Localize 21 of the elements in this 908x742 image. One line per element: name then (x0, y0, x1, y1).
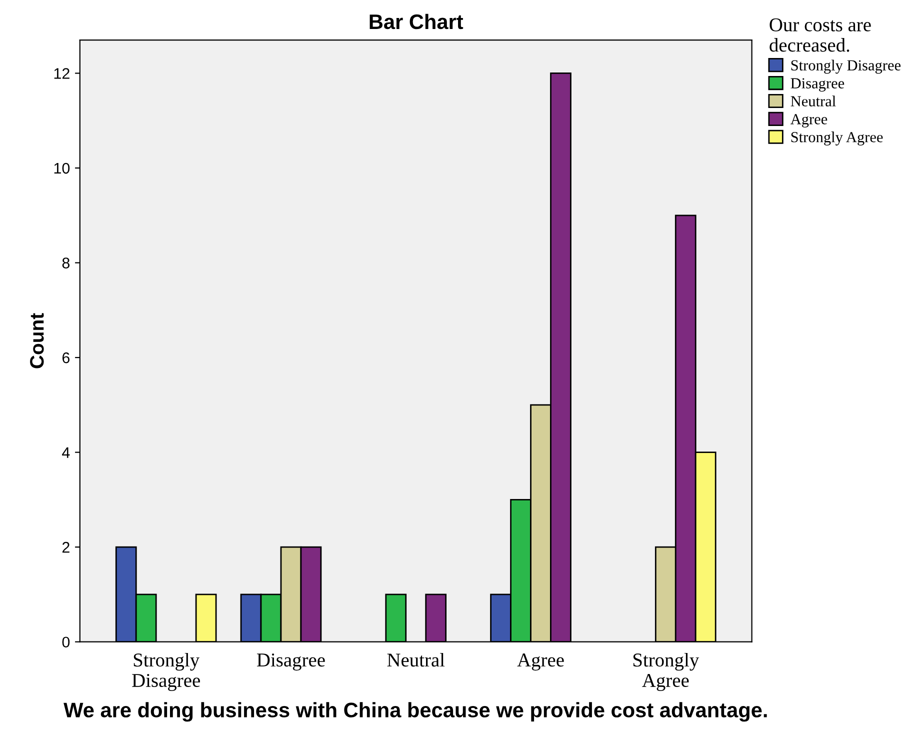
x-tick-label: Strongly Disagree (132, 652, 200, 692)
x-tick-label: Neutral (387, 652, 445, 667)
y-tick-label: 10 (54, 162, 70, 174)
legend-label: Neutral (790, 96, 836, 106)
x-tick-label: Agree (517, 654, 564, 671)
y-tick-label: 4 (62, 447, 70, 458)
y-tick-label: 6 (62, 352, 70, 364)
y-tick-label: 12 (54, 68, 70, 79)
x-axis-title: We are doing business with China because we provide cost advantage. (64, 702, 767, 722)
legend-title: Our costs are decreased. (770, 18, 871, 52)
x-tick-label: Strongly Agree (633, 652, 700, 692)
chart-title: Bar Chart (370, 14, 464, 30)
y-tick-label: 2 (62, 542, 70, 553)
y-tick-label: 0 (62, 636, 70, 648)
y-tick-label: 8 (62, 258, 70, 268)
y-axis-title: Count (30, 313, 44, 368)
legend-label: Strongly Agree (791, 132, 883, 146)
legend-label: Strongly Disagree (791, 60, 901, 74)
legend-label: Agree (790, 114, 828, 128)
x-tick-label: Disagree (256, 654, 325, 671)
legend-label: Disagree (790, 78, 844, 92)
